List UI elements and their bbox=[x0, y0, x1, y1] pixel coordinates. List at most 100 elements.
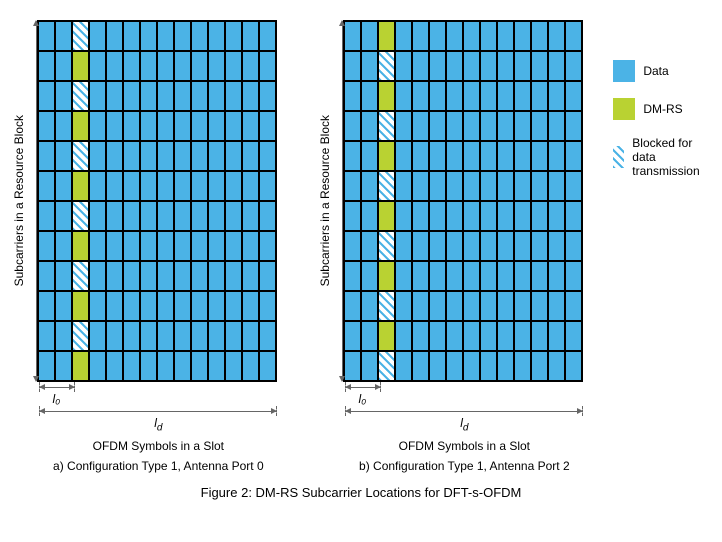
grid-cell bbox=[531, 261, 548, 291]
grid-cell bbox=[361, 231, 378, 261]
grid-cell bbox=[208, 351, 225, 381]
y-axis-arrow bbox=[36, 21, 37, 381]
grid-cell bbox=[89, 231, 106, 261]
grid-cell bbox=[259, 291, 276, 321]
grid-cell bbox=[259, 141, 276, 171]
grid-cell bbox=[395, 51, 412, 81]
grid-cell bbox=[480, 171, 497, 201]
grid-cell bbox=[429, 111, 446, 141]
grid-cell bbox=[565, 111, 582, 141]
grid-cell bbox=[123, 171, 140, 201]
legend-item-blocked: Blocked for data transmission bbox=[613, 136, 710, 178]
grid-cell bbox=[38, 111, 55, 141]
grid-cell bbox=[191, 51, 208, 81]
grid-cell bbox=[191, 321, 208, 351]
grid-cell bbox=[378, 351, 395, 381]
grid-cell bbox=[225, 231, 242, 261]
grid-cell bbox=[463, 111, 480, 141]
grid-cell bbox=[208, 141, 225, 171]
y-axis-label: Subcarriers in a Resource Block bbox=[12, 115, 26, 286]
grid-cell bbox=[55, 351, 72, 381]
grid-cell bbox=[429, 81, 446, 111]
grid-cell bbox=[446, 291, 463, 321]
grid-cell bbox=[174, 171, 191, 201]
grid-cell bbox=[344, 171, 361, 201]
grid-cell bbox=[378, 51, 395, 81]
grid-cell bbox=[55, 201, 72, 231]
legend-item-data: Data bbox=[613, 60, 710, 82]
grid-cell bbox=[548, 21, 565, 51]
grid-cell bbox=[463, 171, 480, 201]
grid-cell bbox=[55, 51, 72, 81]
grid-cell bbox=[429, 51, 446, 81]
grid-cell bbox=[242, 291, 259, 321]
grid-cell bbox=[123, 351, 140, 381]
grid-cell bbox=[72, 171, 89, 201]
legend-swatch-data bbox=[613, 60, 635, 82]
grid-cell bbox=[497, 321, 514, 351]
grid-cell bbox=[531, 81, 548, 111]
grid-cell bbox=[106, 231, 123, 261]
grid-cell bbox=[378, 261, 395, 291]
grid-cell bbox=[259, 21, 276, 51]
grid-cell bbox=[157, 231, 174, 261]
grid-cell bbox=[208, 201, 225, 231]
grid-cell bbox=[463, 351, 480, 381]
grid-cell bbox=[514, 291, 531, 321]
l0-dimension bbox=[39, 382, 277, 392]
grid-cell bbox=[395, 321, 412, 351]
grid-cell bbox=[89, 51, 106, 81]
grid-cell bbox=[412, 321, 429, 351]
grid-cell bbox=[463, 51, 480, 81]
grid-cell bbox=[123, 141, 140, 171]
grid-cell bbox=[106, 291, 123, 321]
grid-cell bbox=[429, 231, 446, 261]
grid-cell bbox=[480, 21, 497, 51]
grid-cell bbox=[191, 171, 208, 201]
grid-cell bbox=[157, 171, 174, 201]
grid-cell bbox=[361, 81, 378, 111]
grid-cell bbox=[38, 81, 55, 111]
grid-cell bbox=[497, 81, 514, 111]
grid-cell bbox=[140, 291, 157, 321]
grid-cell bbox=[174, 51, 191, 81]
grid-cell bbox=[242, 351, 259, 381]
charts-row: Subcarriers in a Resource Blockl₀ldOFDM … bbox=[11, 20, 710, 473]
grid-cell bbox=[191, 81, 208, 111]
grid-cell bbox=[123, 81, 140, 111]
grid-cell bbox=[140, 231, 157, 261]
grid-cell bbox=[463, 261, 480, 291]
grid-cell bbox=[208, 81, 225, 111]
grid-cell bbox=[225, 51, 242, 81]
grid-cell bbox=[106, 351, 123, 381]
grid-cell bbox=[531, 51, 548, 81]
grid-cell bbox=[191, 351, 208, 381]
figure-container: Subcarriers in a Resource Blockl₀ldOFDM … bbox=[20, 20, 702, 500]
grid-cell bbox=[378, 171, 395, 201]
grid-cell bbox=[395, 231, 412, 261]
grid-cell bbox=[548, 81, 565, 111]
grid-cell bbox=[514, 321, 531, 351]
grid-cell bbox=[157, 141, 174, 171]
grid-cell bbox=[259, 111, 276, 141]
grid-cell bbox=[361, 201, 378, 231]
grid-cell bbox=[157, 201, 174, 231]
grid-cell bbox=[480, 291, 497, 321]
grid-cell bbox=[548, 321, 565, 351]
grid-cell bbox=[140, 81, 157, 111]
grid-cell bbox=[361, 51, 378, 81]
grid-cell bbox=[72, 261, 89, 291]
grid-cell bbox=[225, 81, 242, 111]
grid-cell bbox=[395, 351, 412, 381]
grid-cell bbox=[463, 21, 480, 51]
grid-cell bbox=[412, 291, 429, 321]
grid-cell bbox=[157, 51, 174, 81]
grid-cell bbox=[225, 141, 242, 171]
grid-cell bbox=[531, 351, 548, 381]
grid-cell bbox=[412, 261, 429, 291]
grid-cell bbox=[259, 351, 276, 381]
grid-cell bbox=[89, 351, 106, 381]
grid-cell bbox=[565, 291, 582, 321]
chart-block-a: Subcarriers in a Resource Blockl₀ldOFDM … bbox=[11, 20, 277, 473]
chart-caption: b) Configuration Type 1, Antenna Port 2 bbox=[345, 459, 583, 473]
